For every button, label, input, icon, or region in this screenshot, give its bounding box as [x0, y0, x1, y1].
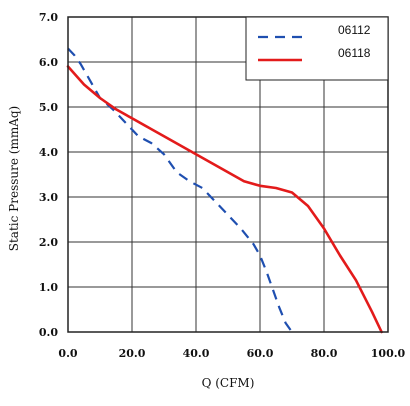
x-tick-label: 20.0: [119, 347, 146, 360]
y-tick-label: 6.0: [39, 56, 58, 69]
y-tick-label: 0.0: [39, 326, 58, 339]
series-lines: [66, 47, 383, 334]
y-axis-label: Static Pressure (mmAq): [7, 106, 21, 251]
x-tick-label: 40.0: [183, 347, 210, 360]
y-tick-label: 7.0: [39, 11, 58, 24]
series-line-06118: [66, 65, 383, 334]
y-tick-label: 4.0: [39, 146, 58, 159]
x-tick-label: 60.0: [247, 347, 274, 360]
y-tick-label: 5.0: [39, 101, 58, 114]
legend-box: [245, 16, 389, 81]
legend-label-06112: 06112: [338, 23, 371, 37]
y-tick-label: 1.0: [39, 281, 58, 294]
legend-label-06118: 06118: [338, 46, 371, 60]
y-tick-label: 2.0: [39, 236, 58, 249]
legend: 06112 06118: [245, 16, 389, 81]
x-tick-label: 0.0: [58, 347, 77, 360]
x-tick-label: 80.0: [311, 347, 338, 360]
series-line-06112: [67, 47, 293, 333]
x-axis-label: Q (CFM): [202, 376, 255, 390]
y-tick-label: 3.0: [39, 191, 58, 204]
x-tick-label: 100.0: [371, 347, 406, 360]
plot-frame: [67, 16, 389, 333]
tick-labels: 0.0 20.0 40.0 60.0 80.0 100.0 0.0 1.0 2.0 3.0 4.0 5…: [39, 11, 406, 360]
